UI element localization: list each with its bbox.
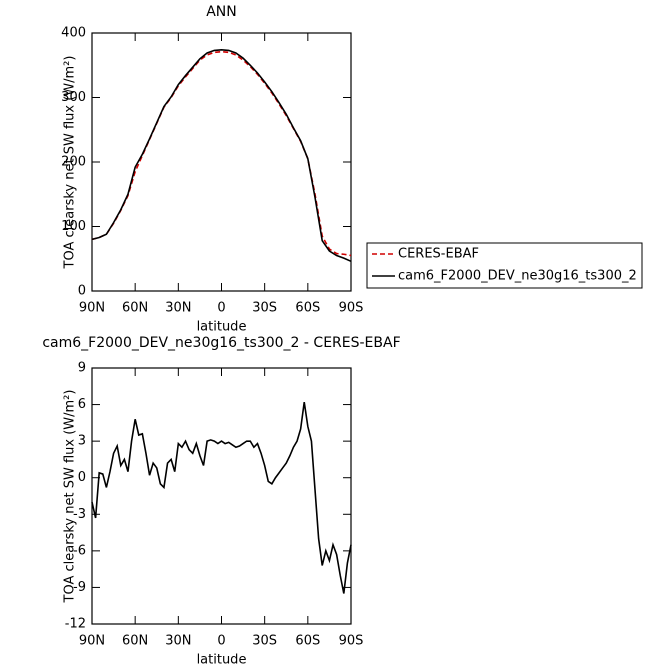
series-line (91, 50, 352, 257)
series-line (91, 402, 352, 594)
y-tick-label: -9 (73, 580, 86, 595)
plot-frame (91, 367, 352, 625)
y-tick-label: 100 (61, 219, 86, 234)
plot-frame (91, 32, 352, 292)
y-tick-label: 3 (78, 434, 86, 449)
y-tick-label: 300 (61, 90, 86, 105)
x-tick-label: 30N (165, 634, 191, 649)
legend-label: cam6_F2000_DEV_ne30g16_ts300_2 (398, 269, 637, 284)
x-tick-label: 60N (122, 301, 148, 316)
chart-title: cam6_F2000_DEV_ne30g16_ts300_2 - CERES-E… (42, 335, 400, 351)
x-tick-label: 60S (295, 634, 320, 649)
y-tick-label: 0 (78, 470, 86, 485)
legend-label: CERES-EBAF (398, 247, 479, 262)
y-tick-label: 400 (61, 26, 86, 41)
x-tick-label: 30S (252, 634, 277, 649)
y-tick-label: 9 (78, 361, 86, 376)
x-axis-label: latitude (197, 320, 247, 335)
x-tick-label: 30N (165, 301, 191, 316)
x-tick-label: 90N (79, 301, 105, 316)
chart-title: ANN (206, 4, 237, 20)
x-tick-label: 90S (339, 634, 364, 649)
legend-box (366, 242, 643, 289)
y-tick-label: -6 (73, 543, 86, 558)
x-tick-label: 0 (217, 634, 225, 649)
y-tick-label: 200 (61, 155, 86, 170)
y-tick-label: -3 (73, 507, 86, 522)
x-axis-label: latitude (197, 653, 247, 668)
y-axis-label: TOA clearsky net SW flux (W/m²) (63, 56, 78, 270)
series-line (91, 48, 352, 263)
y-axis-label: TOA clearsky net SW flux (W/m²) (63, 390, 78, 604)
y-tick-label: 0 (78, 284, 86, 299)
x-tick-label: 90N (79, 634, 105, 649)
y-tick-label: 6 (78, 397, 86, 412)
y-tick-label: -12 (65, 617, 86, 632)
x-tick-label: 60N (122, 634, 148, 649)
x-tick-label: 90S (339, 301, 364, 316)
x-tick-label: 60S (295, 301, 320, 316)
x-tick-label: 30S (252, 301, 277, 316)
x-tick-label: 0 (217, 301, 225, 316)
